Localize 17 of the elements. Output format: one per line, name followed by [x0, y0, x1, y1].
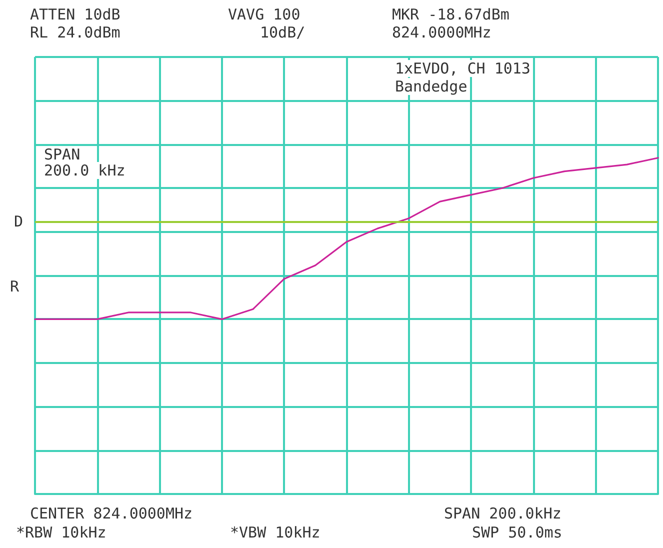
text: MKR -18.67dBm: [392, 6, 510, 24]
text: SWP 50.0ms: [472, 524, 562, 542]
text: R: [10, 278, 20, 296]
text: CENTER 824.0000MHz: [30, 504, 193, 522]
ref-line-label: D: [14, 212, 23, 231]
text: ATTEN 10dB: [30, 6, 120, 24]
text: *VBW 10kHz: [230, 524, 320, 542]
text: VAVG 100: [228, 6, 300, 24]
text: 1xEVDO, CH 1013: [395, 60, 530, 78]
annotation: SPAN: [44, 146, 80, 164]
text: 10dB/: [260, 24, 306, 42]
text: 824.0000MHz: [392, 24, 492, 42]
text: *RBW 10kHz: [16, 524, 106, 542]
text: Bandedge: [395, 78, 468, 96]
text: RL 24.0dBm: [30, 24, 120, 42]
annotation: 200.0 kHz: [44, 162, 126, 180]
text: SPAN 200.0kHz: [444, 504, 562, 522]
